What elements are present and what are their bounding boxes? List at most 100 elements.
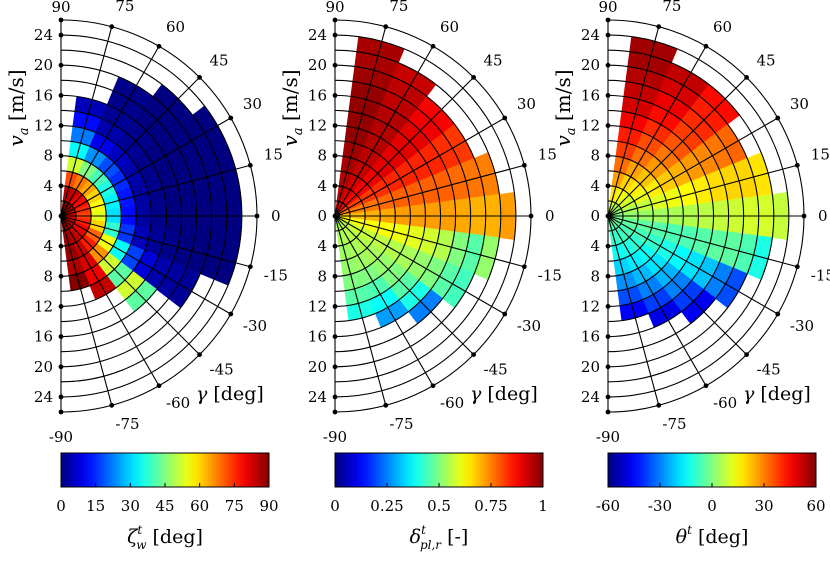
angle-tick-dot — [471, 75, 476, 80]
angle-axis-label: γ [deg] — [196, 383, 264, 405]
grid-spoke — [607, 215, 707, 387]
angle-tick-label: 30 — [517, 95, 536, 113]
y-axis-label: va [m/s] — [4, 69, 32, 146]
colorbar-tick-label: 45 — [155, 497, 174, 515]
angle-tick-dot — [109, 24, 115, 30]
speed-tick-dot — [58, 364, 64, 370]
panel-delta-plr: 24 20 16 12 8 4 0 4 8 12 16 20 24 90 75 60 45 30 15 0 -15 -30… — [278, 0, 562, 552]
colorbar-tick-label: 0 — [56, 497, 66, 515]
colorbar-tick-label: 0.25 — [370, 497, 403, 515]
angle-tick-dot — [430, 383, 436, 389]
angle-tick-label: -60 — [166, 394, 190, 412]
angle-tick-dot — [502, 115, 508, 121]
speed-tick-label: 24 — [581, 388, 600, 406]
angle-tick-label: -60 — [713, 394, 737, 412]
angle-tick-label: -30 — [243, 317, 267, 335]
angle-tick-dot — [247, 162, 253, 168]
angle-tick-dot — [383, 402, 389, 408]
grid-spoke — [60, 26, 113, 217]
grid-spoke — [334, 26, 387, 217]
colorbar-tick-label: 0.75 — [474, 497, 507, 515]
grid-spoke — [607, 215, 779, 315]
angle-tick-label: 15 — [538, 146, 557, 164]
angle-tick-label: 75 — [389, 0, 408, 15]
speed-tick-dot — [605, 304, 611, 309]
speed-tick-dot — [605, 213, 611, 219]
speed-tick-label: 16 — [308, 86, 327, 104]
grid-spoke — [334, 215, 474, 355]
colorbar-tick-label: 0 — [707, 497, 717, 515]
colorbar-tick-label: 0 — [330, 497, 340, 515]
angle-tick-dot — [197, 75, 202, 80]
angle-tick-dot — [521, 264, 527, 270]
angle-tick-dot — [383, 24, 389, 30]
colorbar-tick-label: 0.5 — [427, 497, 451, 515]
speed-tick-dot — [58, 334, 64, 340]
angle-ticks: 90 75 60 45 30 15 0 -15 -30 -45 -60 -75 -90 — [596, 0, 830, 446]
speed-tick-dot — [605, 334, 611, 340]
angle-tick-dot — [605, 409, 611, 415]
speed-tick-label: 24 — [308, 388, 327, 406]
angle-tick-dot — [156, 43, 162, 49]
speed-tick-label: 20 — [581, 358, 600, 376]
angle-tick-dot — [197, 352, 202, 357]
grid-spoke — [607, 215, 798, 268]
angle-tick-label: -45 — [757, 361, 781, 379]
angle-tick-label: -15 — [811, 266, 830, 284]
speed-tick-label: 16 — [581, 328, 600, 346]
speed-tick-dot — [332, 364, 338, 370]
speed-tick-label: 8 — [590, 147, 600, 165]
speed-tick-label: 24 — [34, 388, 53, 406]
speed-tick-label: 4 — [43, 177, 53, 195]
grid-spoke — [60, 77, 200, 217]
colorbar: 0 15 30 45 60 75 90 ζt w [deg] — [56, 452, 279, 552]
speed-tick-dot — [332, 273, 338, 279]
speed-tick-label: 20 — [308, 56, 327, 74]
grid-spoke — [60, 164, 251, 217]
speed-tick-dot — [332, 243, 338, 249]
speed-tick-dot — [332, 92, 338, 98]
angle-tick-label: -45 — [210, 361, 234, 379]
speed-tick-dot — [332, 304, 338, 309]
speed-tick-dot — [605, 243, 611, 249]
speed-tick-dot — [58, 153, 64, 159]
speed-tick-label: 24 — [34, 26, 53, 44]
grid-spoke — [60, 45, 160, 217]
speed-ticks: 24 20 16 12 8 4 0 4 8 12 16 20 24 — [34, 26, 64, 406]
polar-grid — [60, 19, 258, 413]
speed-tick-label: 16 — [581, 86, 600, 104]
speed-tick-dot — [58, 304, 64, 309]
speed-tick-label: 8 — [43, 147, 53, 165]
speed-tick-label: 0 — [43, 207, 53, 225]
panel-zeta-w: 24 20 16 12 8 4 0 4 8 12 16 20 24 90 75 60 45 30 15 0 -15 -30… — [4, 0, 288, 552]
grid-spoke — [334, 45, 434, 217]
angle-tick-label: -75 — [662, 415, 686, 433]
angle-tick-dot — [254, 213, 260, 219]
grid-spoke — [334, 77, 474, 217]
colorbar-label: δt pl,r [-] — [410, 523, 469, 552]
speed-tick-dot — [58, 213, 64, 219]
speed-tick-dot — [58, 62, 64, 68]
angle-tick-dot — [775, 115, 781, 121]
colorbar-bar — [607, 452, 817, 488]
speed-tick-label: 4 — [590, 177, 600, 195]
angle-tick-label: -60 — [440, 394, 464, 412]
angle-tick-dot — [703, 383, 709, 389]
grid-spoke — [60, 215, 200, 355]
angle-tick-label: 60 — [166, 18, 185, 36]
y-axis-label: va [m/s] — [551, 69, 579, 146]
angle-tick-label: -15 — [538, 266, 562, 284]
grid-spoke — [607, 45, 707, 217]
colorbar-bar — [334, 452, 544, 488]
angle-tick-dot — [156, 383, 162, 389]
grid-spoke — [334, 215, 434, 387]
colorbar-tick-label: -60 — [596, 497, 620, 515]
angle-tick-label: 75 — [662, 0, 681, 15]
speed-tick-label: 20 — [34, 56, 53, 74]
grid-spoke — [60, 215, 232, 315]
grid-spoke — [334, 215, 506, 315]
angle-axis-label: γ [deg] — [743, 383, 811, 405]
angle-tick-dot — [703, 43, 709, 49]
angle-tick-dot — [430, 43, 436, 49]
angle-tick-dot — [58, 409, 64, 415]
